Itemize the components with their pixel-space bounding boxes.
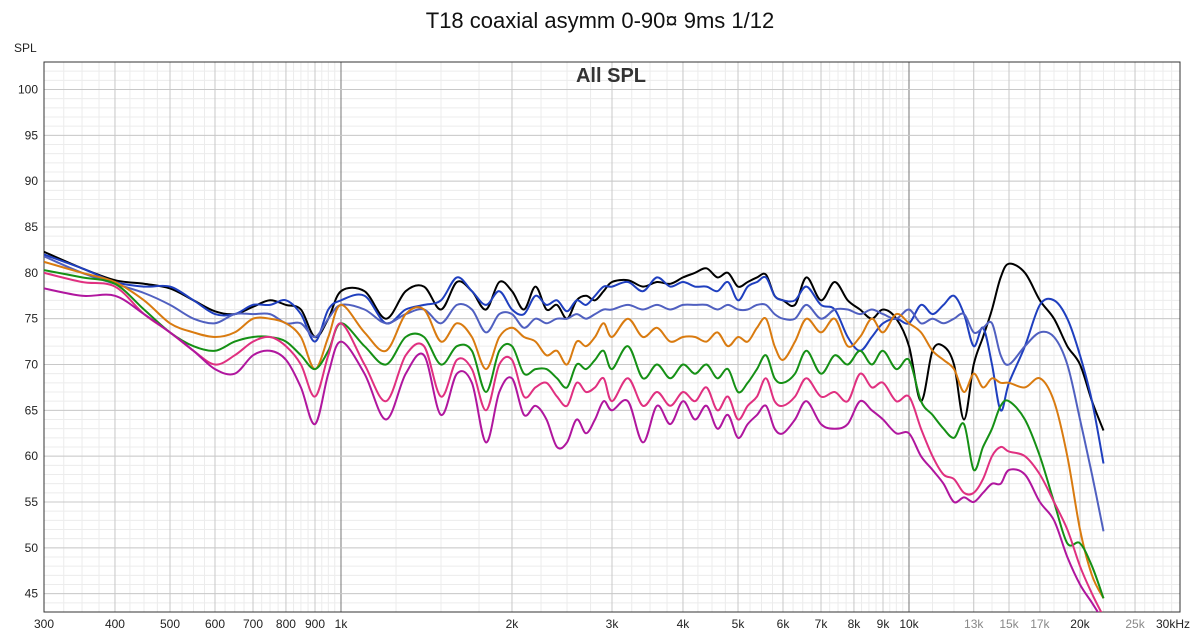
y-tick-label: 80: [25, 266, 39, 280]
x-tick-label: 4k: [677, 617, 691, 631]
y-tick-label: 55: [25, 495, 39, 509]
x-tick-label: 800: [276, 617, 296, 631]
x-tick-label: 25k: [1125, 617, 1145, 631]
x-tick-label: 500: [160, 617, 180, 631]
x-tick-label: 17k: [1030, 617, 1050, 631]
x-tick-label: 20k: [1070, 617, 1090, 631]
series-line-6: [44, 271, 1103, 612]
x-tick-label: 7k: [815, 617, 829, 631]
y-tick-label: 45: [25, 587, 39, 601]
x-tick-label: 15k: [999, 617, 1019, 631]
x-tick-label: 3k: [606, 617, 620, 631]
chart-title: T18 coaxial asymm 0-90¤ 9ms 1/12: [425, 8, 775, 33]
y-tick-label: 65: [25, 403, 39, 417]
y-tick-label: 50: [25, 541, 39, 555]
x-tick-label: 1k: [335, 617, 349, 631]
x-tick-label: 600: [205, 617, 225, 631]
series-layer: [44, 250, 1105, 612]
x-axis-unit-label: 30kHz: [1156, 617, 1190, 631]
series-line-5: [44, 269, 1105, 599]
x-tick-label: 700: [243, 617, 263, 631]
x-tick-label: 13k: [964, 617, 984, 631]
x-tick-label: 900: [305, 617, 325, 631]
y-tick-label: 95: [25, 128, 39, 142]
series-line-3: [44, 255, 1105, 532]
series-line-1: [44, 250, 1105, 431]
x-tick-label: 2k: [506, 617, 520, 631]
y-tick-label: 75: [25, 312, 39, 326]
x-tick-label: 8k: [848, 617, 862, 631]
plot-frame: [43, 61, 1181, 613]
y-tick-label: 85: [25, 220, 39, 234]
x-tick-label: 9k: [877, 617, 891, 631]
x-tick-label: 6k: [777, 617, 791, 631]
x-tick-label: 10k: [899, 617, 919, 631]
series-line-2: [44, 253, 1105, 464]
series-line-7: [44, 287, 1099, 612]
y-tick-label: 60: [25, 449, 39, 463]
series-line-4: [44, 260, 1105, 599]
y-tick-label: 100: [18, 83, 38, 97]
y-tick-label: 70: [25, 358, 39, 372]
chart-inner-label: All SPL: [576, 65, 646, 87]
y-axis-label: SPL: [14, 41, 37, 55]
y-tick-label: 90: [25, 174, 39, 188]
x-axis-ticks: 300 400 500 600 700 800 900 1k 2k 3k 4k 5k 6k 7k 8k 9k 1…: [34, 617, 1146, 631]
y-axis-ticks: 45 50 55 60 65 70 75 80 85 90 95 100: [18, 83, 38, 601]
x-tick-label: 400: [105, 617, 125, 631]
x-tick-label: 5k: [732, 617, 746, 631]
x-tick-label: 300: [34, 617, 54, 631]
